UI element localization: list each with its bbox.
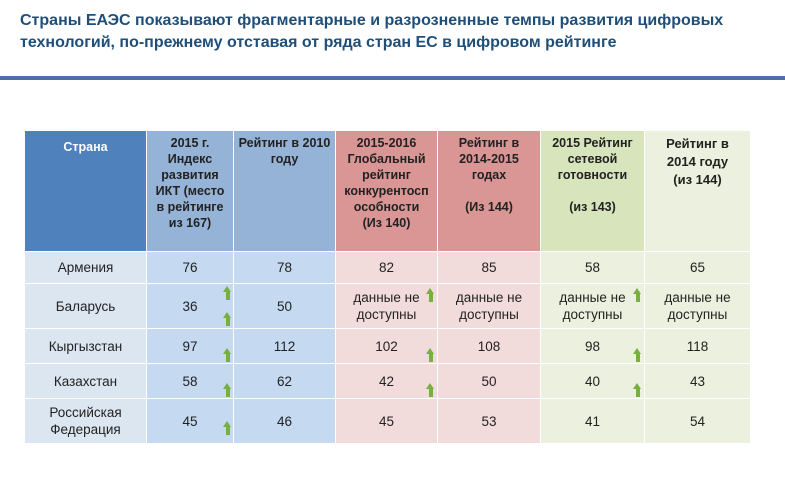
country-cell: Баларусь: [24, 283, 147, 329]
nri-cell: 98: [540, 328, 645, 364]
ict-cell: 58: [146, 363, 234, 399]
table-row: Российская Федерация 45 46 45 53 41 54: [24, 398, 751, 444]
up-arrow-icon: [223, 383, 232, 397]
table-row: Казахстан 58 62 42 50 40 43: [24, 363, 751, 399]
up-arrow-icon: [223, 312, 232, 326]
up-arrow-icon: [633, 383, 642, 397]
rank2010-cell: 112: [233, 328, 336, 364]
nri-cell: 40: [540, 363, 645, 399]
rank2014-2015-cell: 108: [437, 328, 541, 364]
up-arrow-icon: [426, 383, 435, 397]
rank2014-2015-cell: 50: [437, 363, 541, 399]
up-arrow-icon: [223, 286, 232, 300]
up-arrow-icon: [426, 288, 435, 302]
rank2014-cell: 65: [644, 251, 751, 284]
title-divider: [0, 76, 785, 80]
gci-cell: 102: [335, 328, 438, 364]
country-cell: Казахстан: [24, 363, 147, 399]
table-header-row: Страна 2015 г. Индекс развития ИКТ (мест…: [24, 130, 751, 252]
gci-cell: данные не доступны: [335, 283, 438, 329]
rank2014-cell: 43: [644, 363, 751, 399]
up-arrow-icon: [223, 348, 232, 362]
ranking-table: Страна 2015 г. Индекс развития ИКТ (мест…: [24, 130, 751, 444]
ict-cell: 97: [146, 328, 234, 364]
nri-cell: данные не доступны: [540, 283, 645, 329]
rank2014-2015-cell: данные не доступны: [437, 283, 541, 329]
rank2010-cell: 46: [233, 398, 336, 444]
header-nri: 2015 Рейтинг сетевой готовности (из 143): [540, 130, 645, 252]
up-arrow-icon: [633, 288, 642, 302]
header-rank-2010: Рейтинг в 2010 году: [233, 130, 336, 252]
ict-cell: 36: [146, 283, 234, 329]
rank2010-cell: 78: [233, 251, 336, 284]
gci-cell: 82: [335, 251, 438, 284]
header-ict-index: 2015 г. Индекс развития ИКТ (место в рей…: [146, 130, 234, 252]
rank2014-cell: данные не доступны: [644, 283, 751, 329]
header-rank-2014-2015: Рейтинг в 2014-2015 годах (Из 144): [437, 130, 541, 252]
ict-cell: 76: [146, 251, 234, 284]
country-cell: Российская Федерация: [24, 398, 147, 444]
ict-cell: 45: [146, 398, 234, 444]
gci-cell: 45: [335, 398, 438, 444]
rank2014-2015-cell: 85: [437, 251, 541, 284]
header-gci: 2015-2016 Глобальный рейтинг конкурентос…: [335, 130, 438, 252]
up-arrow-icon: [426, 348, 435, 362]
header-country: Страна: [24, 130, 147, 252]
slide-title: Страны ЕАЭС показывают фрагментарные и р…: [20, 12, 724, 51]
rank2010-cell: 50: [233, 283, 336, 329]
rank2010-cell: 62: [233, 363, 336, 399]
up-arrow-icon: [633, 348, 642, 362]
table-row: Кыргызстан 97 112 102 108 98 118: [24, 328, 751, 364]
gci-cell: 42: [335, 363, 438, 399]
header-rank-2014: Рейтинг в 2014 году (из 144): [644, 130, 751, 252]
rank2014-cell: 118: [644, 328, 751, 364]
table-row: Баларусь 36 50 данные не доступны данные…: [24, 283, 751, 329]
country-cell: Армения: [24, 251, 147, 284]
rank2014-cell: 54: [644, 398, 751, 444]
nri-cell: 41: [540, 398, 645, 444]
nri-cell: 58: [540, 251, 645, 284]
up-arrow-icon: [223, 421, 232, 435]
country-cell: Кыргызстан: [24, 328, 147, 364]
rank2014-2015-cell: 53: [437, 398, 541, 444]
table-row: Армения 76 78 82 85 58 65: [24, 251, 751, 284]
